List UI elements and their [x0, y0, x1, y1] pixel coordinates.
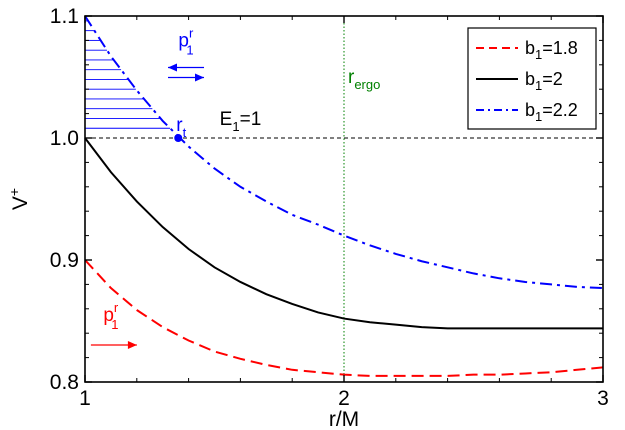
momentum-label-main: p: [103, 305, 114, 326]
x-tick-label: 2: [338, 387, 350, 410]
legend-entry-value: =1.8: [542, 38, 578, 58]
turning-point-marker: rt: [174, 115, 187, 142]
series-lines: [84, 15, 604, 377]
series-line: [84, 15, 604, 290]
energy-level-label-subscript: 1: [232, 119, 239, 134]
y-axis-label: V+: [6, 188, 32, 210]
legend: b1=1.8b1=2b1=2.2: [467, 27, 597, 130]
ergosphere-label-main: r: [348, 67, 355, 88]
momentum-label-main: p: [178, 31, 189, 52]
legend-entry-main: b: [525, 100, 535, 120]
momentum-label: pr 1: [178, 26, 194, 58]
legend-entry-main: b: [525, 69, 535, 89]
series-line: [84, 137, 603, 330]
legend-entry-value: =2.2: [542, 100, 578, 120]
y-tick-label: 1.1: [50, 5, 79, 28]
turning-point-dot: [174, 134, 183, 142]
reference-lines: [85, 16, 603, 382]
y-tick-label: 0.8: [50, 371, 79, 394]
legend-entry-main: b: [525, 38, 535, 58]
momentum-label-superscript: r: [189, 26, 194, 41]
x-axis-label: r/M: [329, 408, 359, 430]
turning-point-label-main: r: [176, 115, 183, 136]
momentum-label-superscript: r: [114, 300, 119, 315]
y-tick-label: 0.9: [50, 249, 79, 272]
legend-entry-value: =2: [542, 69, 563, 89]
arrow-right-icon: [127, 341, 137, 349]
arrow-left-icon: [168, 63, 178, 72]
legend-entry-subscript: 1: [535, 47, 542, 62]
ergosphere-label-subscript: ergo: [354, 77, 380, 92]
momentum-label: pr 1: [103, 300, 119, 332]
hatched-region: [85, 20, 171, 129]
tick-labels: 1 2 3 0.8 0.9 1.0 1.1: [50, 5, 609, 410]
energy-level-label-value: =1: [240, 109, 262, 130]
momentum-label-subscript: 1: [186, 43, 193, 58]
legend-entry-label: b1=1.8: [525, 38, 578, 62]
energy-level-label-main: E: [220, 109, 233, 130]
arrow-right-icon: [195, 73, 205, 82]
turning-point-label-subscript: t: [183, 125, 187, 140]
legend-entry-label: b1=2: [525, 69, 563, 93]
series-line: [84, 259, 604, 377]
y-tick-label: 1.0: [50, 127, 79, 150]
legend-entry-label: b1=2.2: [525, 100, 578, 124]
legend-entry-subscript: 1: [535, 78, 542, 93]
axis-ticks: [84, 15, 604, 383]
momentum-label-subscript: 1: [111, 317, 118, 332]
legend-entry-subscript: 1: [535, 109, 542, 124]
energy-level-label: E1=1: [220, 109, 262, 134]
ergosphere-label: rergo: [348, 67, 380, 92]
x-tick-label: 1: [79, 387, 91, 410]
turning-point-label: rt: [176, 115, 186, 140]
x-tick-label: 3: [597, 387, 609, 410]
y-axis-label-superscript: +: [6, 188, 22, 196]
y-axis-label-main: V: [9, 196, 32, 210]
